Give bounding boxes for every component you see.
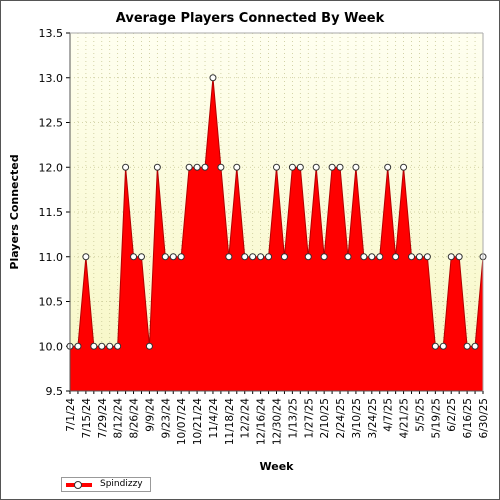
data-point xyxy=(328,163,336,171)
data-point xyxy=(153,163,161,171)
data-point xyxy=(233,163,241,171)
data-point xyxy=(392,253,400,261)
data-point xyxy=(106,342,114,350)
data-point xyxy=(415,253,423,261)
x-tick-label: 8/12/24 xyxy=(113,398,125,439)
y-tick-label: 10.0 xyxy=(39,340,64,353)
data-point xyxy=(336,163,344,171)
legend: Spindizzy xyxy=(61,477,151,492)
data-point xyxy=(312,163,320,171)
x-tick-label: 10/07/24 xyxy=(176,398,188,445)
x-tick-label: 6/30/25 xyxy=(478,398,490,438)
data-point xyxy=(352,163,360,171)
x-tick-label: 9/23/24 xyxy=(160,398,172,439)
data-point xyxy=(265,253,273,261)
data-point xyxy=(122,163,130,171)
legend-label-spindizzy: Spindizzy xyxy=(100,479,143,489)
x-tick-label: 1/13/25 xyxy=(287,398,299,438)
data-point xyxy=(368,253,376,261)
x-tick-label: 7/1/24 xyxy=(65,398,77,432)
x-tick-label: 10/21/24 xyxy=(192,398,204,445)
x-tick-label: 3/24/25 xyxy=(367,398,379,438)
y-tick-label: 13.0 xyxy=(39,72,64,85)
data-point xyxy=(376,253,384,261)
data-point xyxy=(241,253,249,261)
data-point xyxy=(384,163,392,171)
x-tick-label: 3/10/25 xyxy=(351,398,363,438)
x-tick-label: 11/4/24 xyxy=(208,398,220,439)
x-tick-label: 12/2/24 xyxy=(240,398,252,439)
data-point xyxy=(185,163,193,171)
data-point xyxy=(447,253,455,261)
data-point xyxy=(137,253,145,261)
data-point xyxy=(408,253,416,261)
data-point xyxy=(471,342,479,350)
data-point xyxy=(225,253,233,261)
data-point xyxy=(423,253,431,261)
data-point xyxy=(169,253,177,261)
data-point xyxy=(193,163,201,171)
y-axis-label: Players Connected xyxy=(8,154,21,269)
data-point xyxy=(344,253,352,261)
data-point xyxy=(130,253,138,261)
data-point xyxy=(161,253,169,261)
x-tick-label: 12/16/24 xyxy=(256,398,268,445)
legend-marker xyxy=(74,481,82,489)
data-point xyxy=(280,253,288,261)
data-point xyxy=(273,163,280,171)
data-point xyxy=(257,253,265,261)
x-tick-label: 12/30/24 xyxy=(272,398,284,445)
x-axis-label: Week xyxy=(260,460,295,473)
x-tick-label: 4/7/25 xyxy=(383,398,395,432)
x-tick-label: 6/16/25 xyxy=(462,398,474,438)
data-point xyxy=(249,253,257,261)
y-tick-label: 12.0 xyxy=(39,161,64,174)
data-point xyxy=(177,253,185,261)
data-point xyxy=(82,253,90,261)
x-tick-label: 5/19/25 xyxy=(430,398,442,438)
x-tick-label: 7/29/24 xyxy=(97,398,109,439)
x-tick-label: 9/9/24 xyxy=(144,398,156,432)
x-tick-label: 7/15/24 xyxy=(81,398,93,439)
x-tick-label: 6/2/25 xyxy=(446,398,458,432)
y-tick-label: 13.5 xyxy=(39,27,64,40)
x-tick-label: 2/24/25 xyxy=(335,398,347,438)
y-tick-label: 9.5 xyxy=(46,385,64,398)
x-tick-label: 8/26/24 xyxy=(129,398,141,439)
series-area-spindizzy xyxy=(70,77,483,391)
data-point xyxy=(296,163,304,171)
data-point xyxy=(98,342,106,350)
data-point xyxy=(360,253,368,261)
x-tick-label: 11/18/24 xyxy=(224,398,236,445)
data-point xyxy=(145,342,153,350)
y-tick-label: 12.5 xyxy=(39,117,64,130)
data-point xyxy=(201,163,209,171)
data-point xyxy=(304,253,312,261)
data-point xyxy=(74,342,82,350)
chart-title: Average Players Connected By Week xyxy=(116,11,385,26)
data-point xyxy=(455,253,463,261)
y-tick-label: 11.5 xyxy=(39,206,64,219)
data-point xyxy=(114,342,122,350)
data-point xyxy=(288,163,296,171)
x-tick-label: 2/10/25 xyxy=(319,398,331,438)
data-point xyxy=(400,163,408,171)
data-point xyxy=(463,342,471,350)
data-point xyxy=(431,342,439,350)
data-point xyxy=(439,342,447,350)
y-tick-label: 10.5 xyxy=(39,296,64,309)
x-tick-label: 5/5/25 xyxy=(414,398,426,432)
y-tick-label: 11.0 xyxy=(39,251,64,264)
data-point xyxy=(320,253,328,261)
x-tick-label: 4/21/25 xyxy=(399,398,411,438)
data-point xyxy=(217,163,225,171)
x-tick-label: 1/27/25 xyxy=(303,398,315,438)
data-point xyxy=(90,342,98,350)
data-point xyxy=(209,74,217,82)
